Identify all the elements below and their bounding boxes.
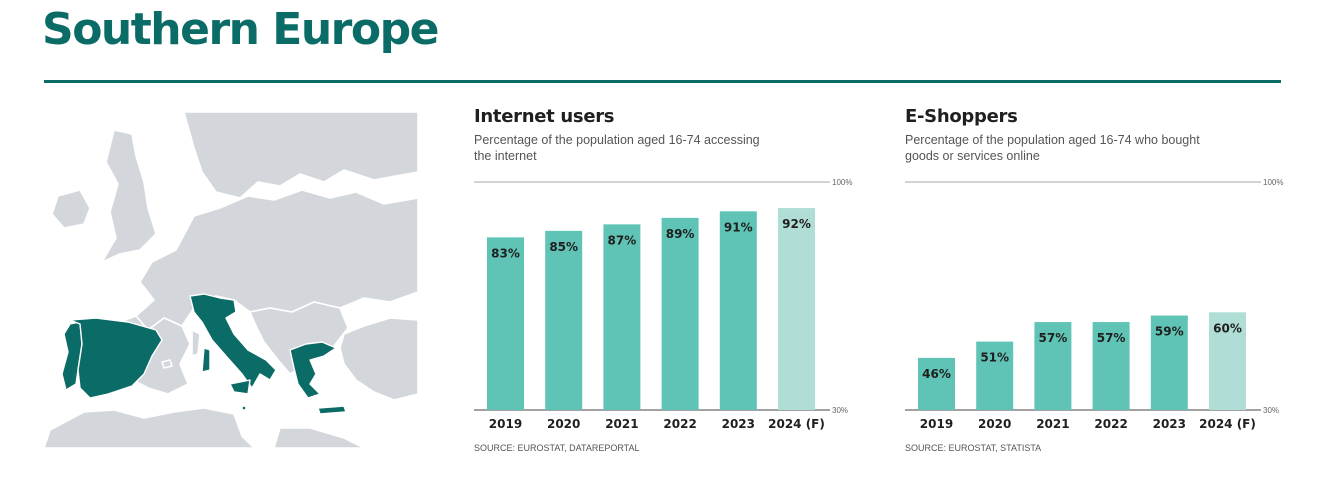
x-tick-label: 2020 — [547, 417, 580, 431]
bar — [487, 237, 524, 410]
crete-shape — [317, 405, 347, 415]
chart-subtitle: Percentage of the population aged 16-74 … — [474, 133, 760, 163]
chart-source: SOURCE: EUROSTAT, DATAREPORTAL — [474, 443, 640, 453]
bar — [1150, 315, 1188, 410]
y-tick-label: 100% — [832, 178, 852, 187]
chart-source: SOURCE: EUROSTAT, STATISTA — [905, 443, 1042, 453]
bar — [976, 341, 1014, 410]
e-shoppers-chart-panel: E-Shoppers Percentage of the population … — [905, 104, 1305, 464]
internet-users-chart-panel: Internet users Percentage of the populat… — [474, 104, 874, 464]
chart-title: E-Shoppers — [905, 106, 1018, 127]
turkey-shape — [339, 317, 418, 401]
britain-shape — [101, 129, 157, 263]
bar — [1034, 322, 1072, 410]
x-tick-label: 2020 — [978, 417, 1011, 431]
chart-title: Internet users — [474, 106, 615, 127]
x-tick-label: 2024 (F) — [1199, 417, 1256, 431]
data-label: 91% — [724, 220, 753, 234]
y-tick-label: 30% — [1263, 406, 1279, 415]
internet-users-chart: 100% 30% 83% 2019 85% 2020 87% 2021 89% 2022 91% 20… — [474, 178, 852, 431]
x-tick-label: 2019 — [489, 417, 522, 431]
bar — [719, 211, 757, 410]
data-label: 57% — [1097, 331, 1126, 345]
data-label: 59% — [1155, 325, 1184, 339]
spain-shape — [69, 317, 163, 399]
e-shoppers-chart: 100% 30% 46% 2019 51% 2020 57% 2021 57% 2022 59% 20… — [905, 178, 1283, 431]
data-label: 92% — [782, 217, 811, 231]
data-label: 60% — [1213, 321, 1242, 335]
europe-map — [44, 112, 418, 448]
page-title: Southern Europe — [42, 4, 439, 55]
x-tick-label: 2023 — [722, 417, 755, 431]
map-highlighted-countries — [61, 293, 347, 415]
data-label: 87% — [608, 233, 637, 247]
x-tick-label: 2022 — [663, 417, 696, 431]
data-label: 51% — [980, 351, 1009, 365]
corsica-sardinia-shape — [191, 329, 201, 357]
north-africa-shape — [44, 407, 255, 448]
data-label: 85% — [549, 240, 578, 254]
ireland-shape — [51, 189, 91, 229]
scandinavia-shape — [183, 112, 418, 199]
bar — [1209, 312, 1246, 410]
data-label: 57% — [1039, 331, 1068, 345]
y-tick-label: 100% — [1263, 178, 1283, 187]
data-label: 83% — [491, 246, 520, 260]
x-tick-label: 2019 — [920, 417, 953, 431]
bar — [545, 230, 583, 410]
data-label: 89% — [666, 227, 695, 241]
x-tick-label: 2021 — [1036, 417, 1069, 431]
x-tick-label: 2023 — [1153, 417, 1186, 431]
x-tick-label: 2024 (F) — [768, 417, 825, 431]
bar — [661, 217, 699, 410]
chart-subtitle: Percentage of the population aged 16-74 … — [905, 133, 1200, 163]
title-divider — [44, 80, 1281, 83]
bar — [778, 208, 815, 410]
sicily-shape — [229, 379, 251, 395]
y-tick-label: 30% — [832, 406, 848, 415]
libya-shape — [273, 427, 365, 448]
italy-shape — [189, 293, 277, 389]
bar — [918, 357, 955, 410]
sardinia-shape — [201, 347, 211, 373]
malta-shape — [241, 405, 247, 411]
bar — [1092, 322, 1130, 410]
bar — [603, 224, 641, 410]
x-tick-label: 2022 — [1094, 417, 1127, 431]
x-tick-label: 2021 — [605, 417, 638, 431]
greece-shape — [289, 341, 337, 399]
data-label: 46% — [922, 367, 951, 381]
balearic-shape — [161, 359, 173, 369]
